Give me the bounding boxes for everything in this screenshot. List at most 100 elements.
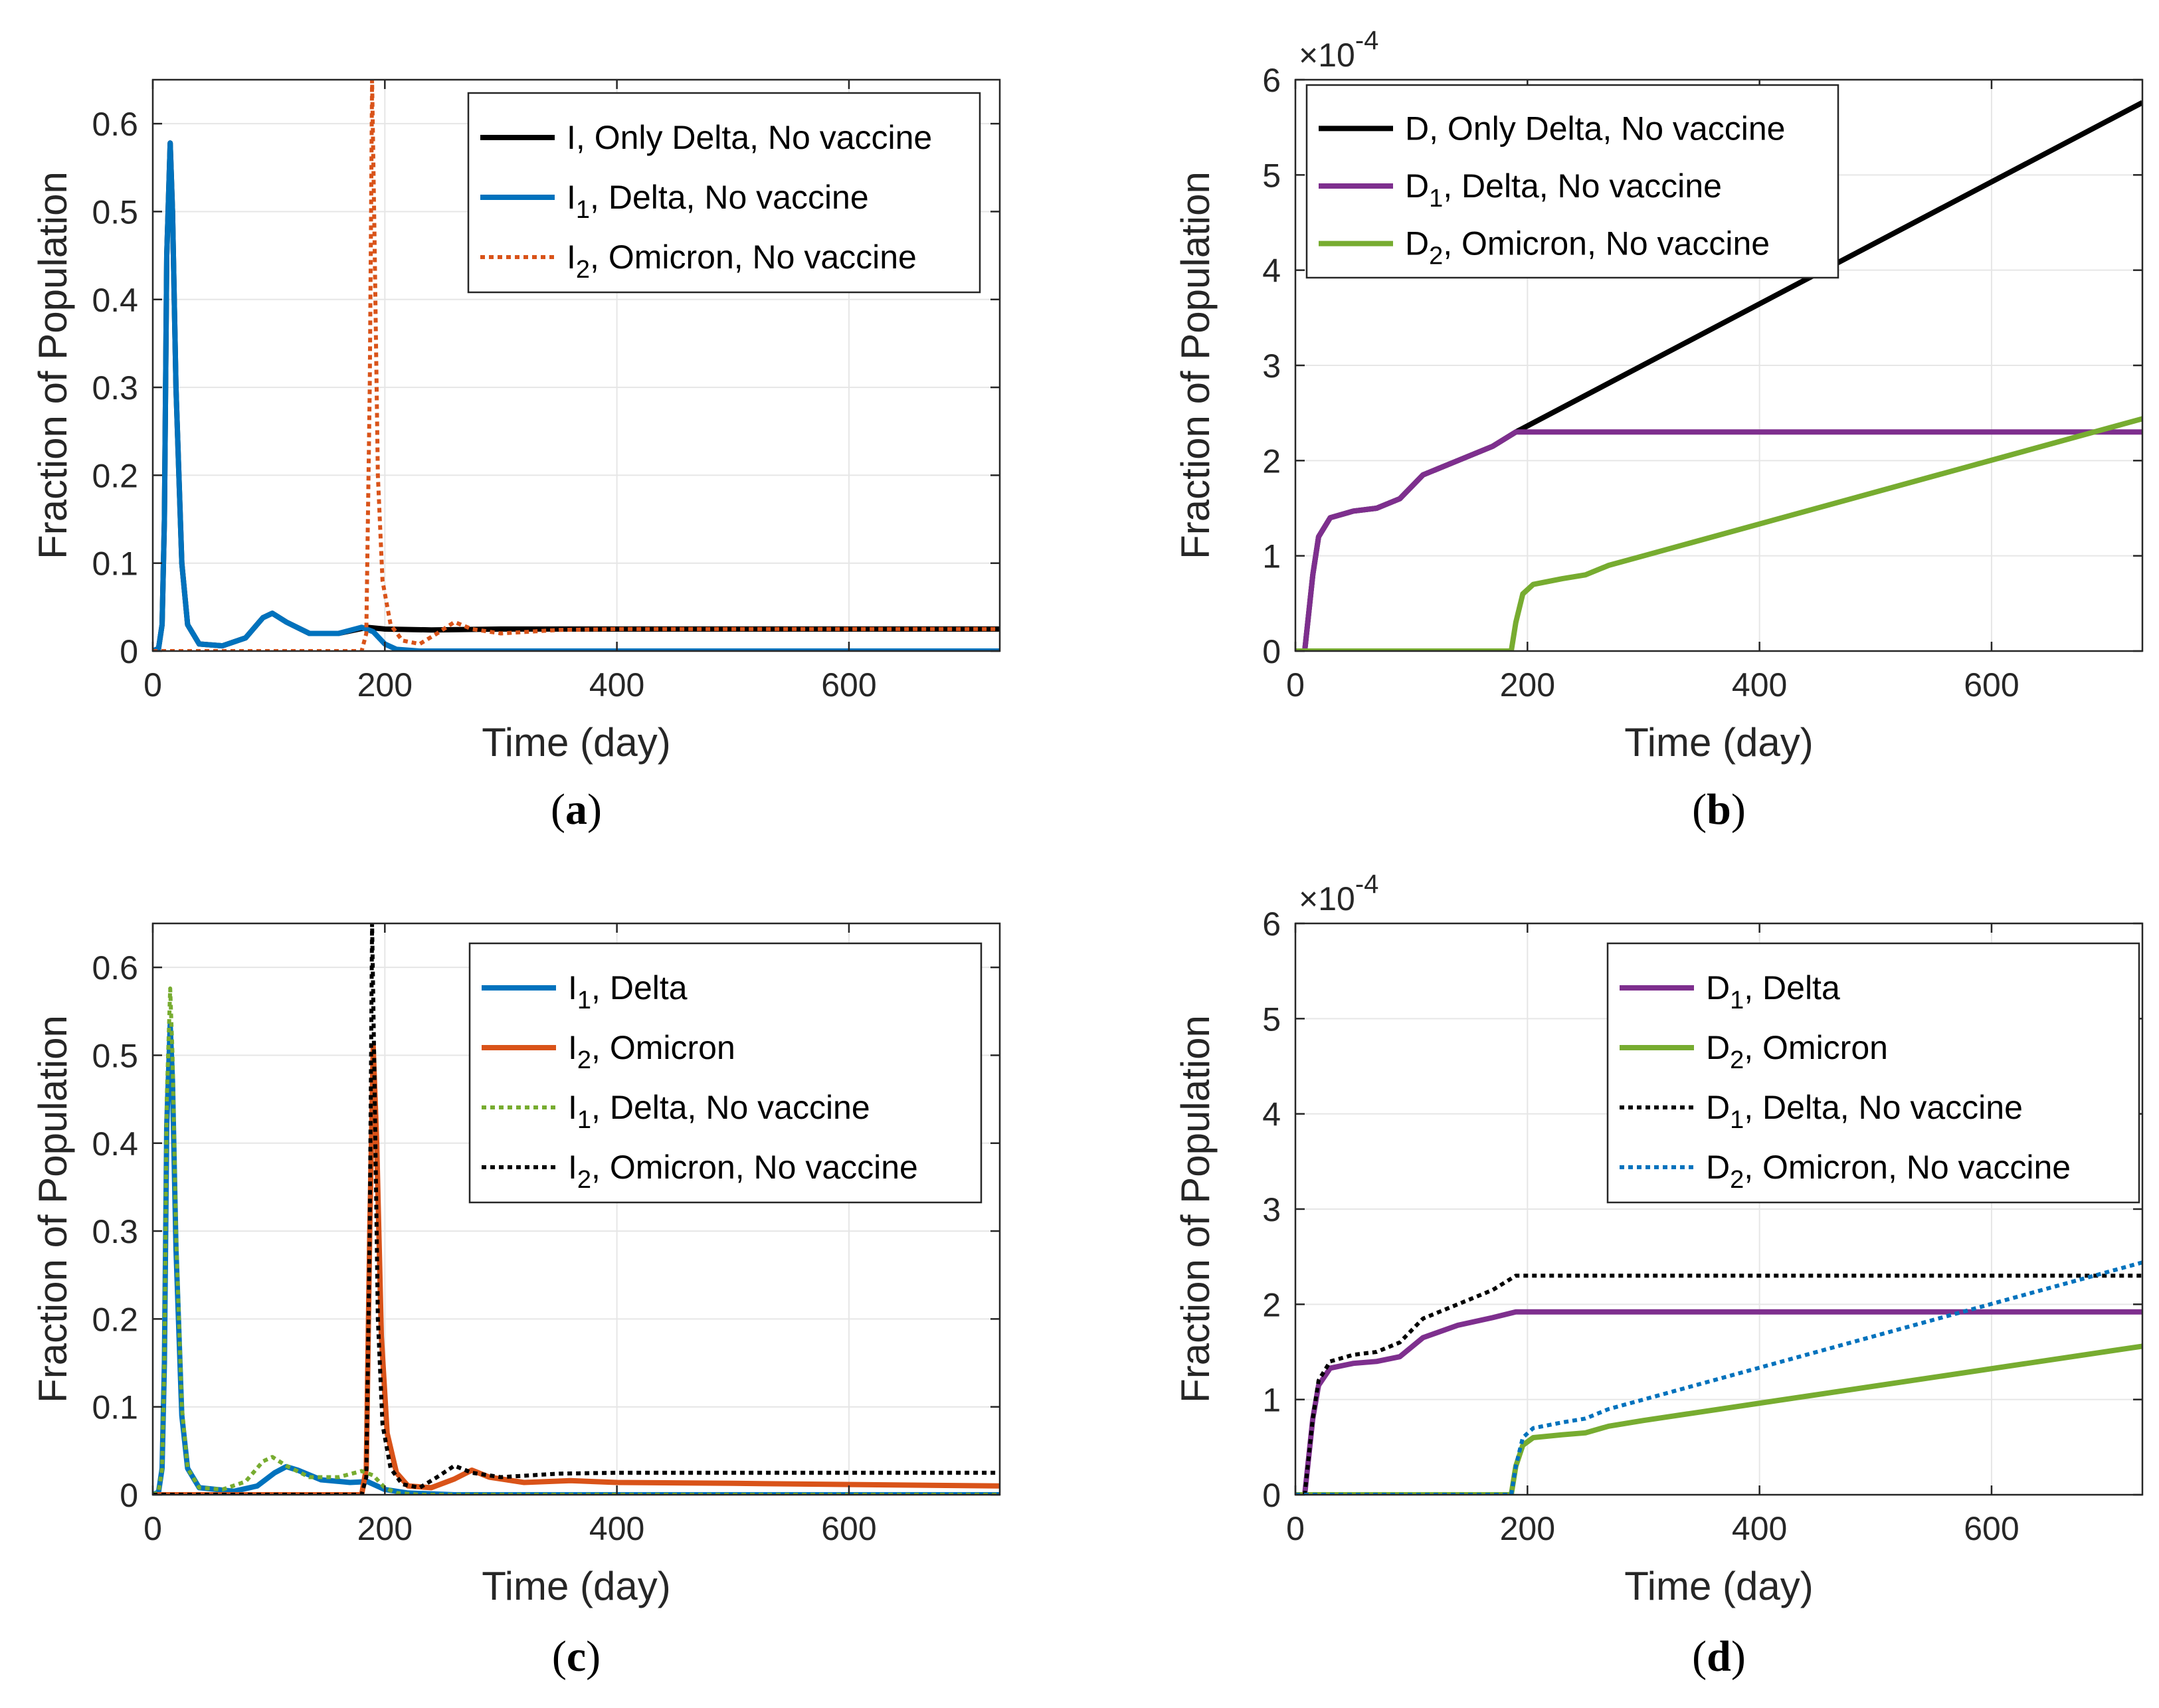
y-tick-label: 0 bbox=[1262, 633, 1281, 670]
y-tick-label: 4 bbox=[1262, 1096, 1281, 1133]
legend-entry: I2, Omicron bbox=[568, 1029, 735, 1074]
legend-entry: D2, Omicron bbox=[1706, 1029, 1888, 1074]
y-axis-label: Fraction of Population bbox=[31, 1015, 75, 1403]
chart-panel-d: 0 200 400 600 0 1 2 3 4 5 6 ×10-4 Time (day) Fraction… bbox=[1173, 870, 2144, 1681]
legend-entry: I1, Delta, No vaccine bbox=[568, 1089, 870, 1134]
y-tick-label: 6 bbox=[1262, 62, 1281, 99]
y-tick-label: 0.5 bbox=[92, 1037, 138, 1074]
legend-entry: I1, Delta bbox=[568, 969, 688, 1014]
x-tick-label: 400 bbox=[1732, 666, 1787, 704]
series-line bbox=[1295, 429, 2142, 651]
series-group bbox=[1295, 100, 2142, 651]
y-tick-label: 0.1 bbox=[92, 545, 138, 583]
series-line bbox=[153, 923, 1000, 1495]
x-tick-label: 400 bbox=[589, 1510, 644, 1547]
series-group bbox=[153, 923, 1000, 1495]
y-tick-label: 0.6 bbox=[92, 949, 138, 987]
series-line bbox=[153, 80, 1000, 651]
x-tick-label: 0 bbox=[1286, 666, 1305, 704]
y-tick-label: 0.4 bbox=[92, 282, 138, 319]
y-axis-label: Fraction of Population bbox=[1173, 1015, 1218, 1403]
y-tick-label: 0 bbox=[120, 1477, 138, 1514]
series-group bbox=[1295, 1260, 2142, 1495]
y-axis-label: Fraction of Population bbox=[1173, 171, 1218, 559]
series-line bbox=[1295, 1274, 2142, 1495]
x-tick-label: 600 bbox=[821, 1510, 876, 1547]
series-line bbox=[153, 1044, 1000, 1495]
legend-entry: D1, Delta, No vaccine bbox=[1706, 1089, 2023, 1134]
y-tick-label: 6 bbox=[1262, 905, 1281, 943]
y-tick-label: 5 bbox=[1262, 157, 1281, 194]
legend: D1, Delta D2, Omicron D1, Delta, No vaccin… bbox=[1606, 942, 2140, 1204]
y-tick-label: 4 bbox=[1262, 252, 1281, 290]
legend: D, Only Delta, No vaccine D1, Delta, No v… bbox=[1305, 84, 1839, 279]
y-axis-label: Fraction of Population bbox=[31, 171, 75, 559]
legend-entry: I, Only Delta, No vaccine bbox=[567, 119, 932, 156]
chart-panel-b: 0 200 400 600 0 1 2 3 4 5 6 ×10-4 Time (day) Fraction… bbox=[1173, 26, 2144, 834]
y-tick-label: 0.2 bbox=[92, 457, 138, 494]
legend-entry: I2, Omicron, No vaccine bbox=[568, 1149, 918, 1194]
y-tick-label: 0.3 bbox=[92, 369, 138, 407]
legend-entry: D2, Omicron, No vaccine bbox=[1405, 225, 1770, 270]
legend: I1, Delta I2, Omicron I1, Delta, No vaccin… bbox=[468, 942, 983, 1204]
legend-entry: I2, Omicron, No vaccine bbox=[567, 238, 917, 284]
y-tick-label: 2 bbox=[1262, 1286, 1281, 1323]
x-tick-label: 200 bbox=[357, 666, 413, 704]
legend-entry: I1, Delta, No vaccine bbox=[567, 179, 869, 224]
y-tick-label: 0.2 bbox=[92, 1301, 138, 1338]
series-line bbox=[1295, 1260, 2142, 1495]
x-axis-label: Time (day) bbox=[482, 1564, 670, 1608]
x-tick-label: 0 bbox=[143, 1510, 162, 1547]
series-line bbox=[153, 986, 1000, 1495]
y-tick-label: 2 bbox=[1262, 442, 1281, 480]
x-tick-label: 0 bbox=[1286, 1510, 1305, 1547]
x-tick-label: 200 bbox=[1500, 1510, 1555, 1547]
panel-caption: (b) bbox=[1692, 785, 1746, 834]
panel-caption: (c) bbox=[552, 1632, 601, 1681]
chart-panel-a: 0 200 400 600 0 0.1 0.2 0.3 0.4 0.5 0.6 Time (day) F… bbox=[31, 78, 1001, 834]
x-tick-label: 400 bbox=[589, 666, 644, 704]
series-line bbox=[1295, 416, 2142, 651]
x-tick-label: 0 bbox=[143, 666, 162, 704]
series-line bbox=[1295, 1309, 2142, 1495]
x-tick-label: 600 bbox=[821, 666, 876, 704]
y-tick-label: 0.1 bbox=[92, 1389, 138, 1426]
x-axis-label: Time (day) bbox=[1624, 1564, 1813, 1608]
y-tick-label: 0.4 bbox=[92, 1125, 138, 1163]
x-tick-label: 600 bbox=[1964, 666, 2019, 704]
x-tick-label: 400 bbox=[1732, 1510, 1787, 1547]
x-tick-label: 200 bbox=[357, 1510, 413, 1547]
y-axis-exponent: ×10-4 bbox=[1299, 26, 1378, 74]
x-axis-label: Time (day) bbox=[482, 720, 670, 765]
chart-panel-c: 0 200 400 600 0 0.1 0.2 0.3 0.4 0.5 0.6 Time (day) F… bbox=[31, 922, 1001, 1681]
legend-box bbox=[1305, 84, 1839, 279]
y-tick-label: 0.5 bbox=[92, 193, 138, 231]
legend-entry: D1, Delta, No vaccine bbox=[1405, 167, 1722, 213]
series-line bbox=[153, 140, 1000, 651]
x-axis-label: Time (day) bbox=[1624, 720, 1813, 765]
x-tick-label: 200 bbox=[1500, 666, 1555, 704]
series-group bbox=[153, 80, 1000, 651]
y-tick-label: 3 bbox=[1262, 1191, 1281, 1228]
legend-entry: D, Only Delta, No vaccine bbox=[1405, 110, 1785, 147]
y-tick-label: 0 bbox=[120, 633, 138, 670]
y-tick-label: 3 bbox=[1262, 347, 1281, 385]
y-tick-label: 5 bbox=[1262, 1000, 1281, 1038]
y-axis-exponent: ×10-4 bbox=[1299, 870, 1378, 917]
y-tick-label: 1 bbox=[1262, 538, 1281, 575]
legend-box bbox=[468, 942, 983, 1204]
series-line bbox=[1295, 1343, 2142, 1495]
y-tick-label: 1 bbox=[1262, 1382, 1281, 1419]
legend: I, Only Delta, No vaccine I1, Delta, No v… bbox=[467, 92, 981, 294]
axes-frame bbox=[151, 78, 1001, 652]
y-tick-label: 0 bbox=[1262, 1477, 1281, 1514]
legend-box bbox=[1606, 942, 2140, 1204]
x-tick-label: 600 bbox=[1964, 1510, 2019, 1547]
axes-frame bbox=[151, 922, 1001, 1496]
panel-caption: (d) bbox=[1692, 1632, 1746, 1681]
panel-caption: (a) bbox=[551, 785, 602, 834]
y-tick-label: 0.6 bbox=[92, 106, 138, 143]
legend-entry: D2, Omicron, No vaccine bbox=[1706, 1149, 2071, 1194]
legend-entry: D1, Delta bbox=[1706, 969, 1840, 1014]
